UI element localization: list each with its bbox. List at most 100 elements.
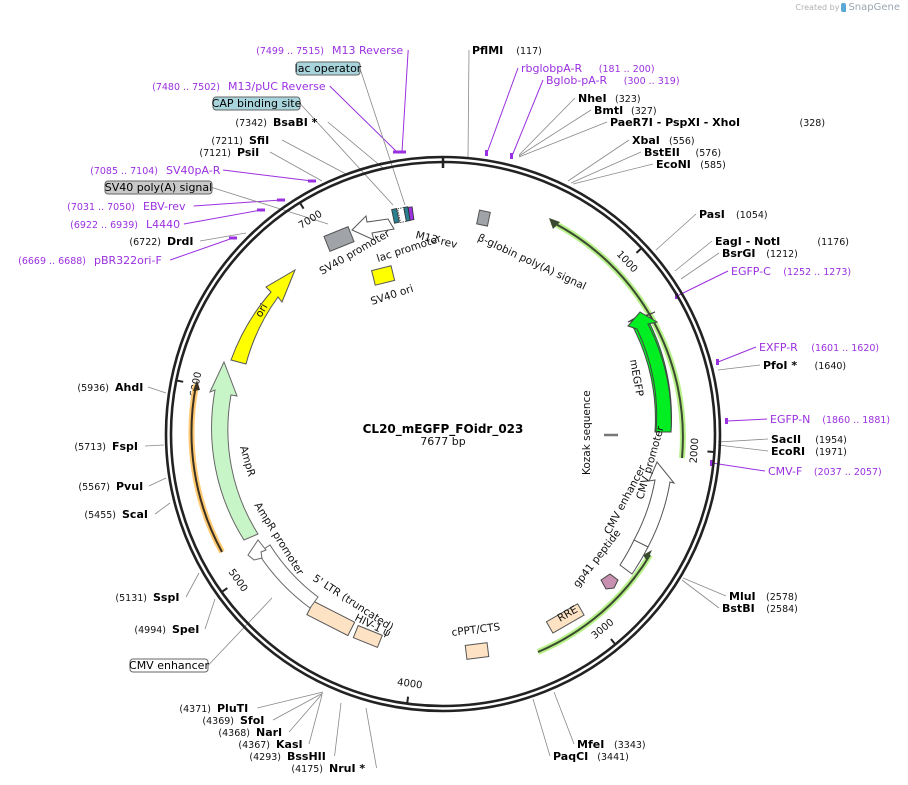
ori-feature[interactable] (230, 268, 297, 365)
enzyme-site-label[interactable]: SacII (771, 433, 801, 446)
primer-label[interactable]: L4440 (146, 218, 180, 231)
enzyme-site-label[interactable]: KasI (276, 738, 303, 751)
primer-label[interactable]: M13 Reverse (332, 44, 403, 57)
primer-label[interactable]: SV40pA-R (166, 164, 221, 177)
enzyme-site-label[interactable]: EcoRI (771, 445, 805, 458)
primer-position: (7499 .. 7515) (256, 46, 324, 57)
feature-label-box[interactable] (129, 658, 209, 673)
primer-binding-mark-icon (485, 150, 488, 156)
enzyme-site-label[interactable]: PluTI (217, 702, 248, 715)
feature-label-box[interactable] (295, 61, 361, 76)
primer-label[interactable]: EGFP-C (731, 265, 771, 278)
primer-label[interactable]: pBR322ori-F (94, 254, 162, 267)
primer-position: (7085 .. 7104) (90, 166, 158, 177)
enzyme-site-label[interactable]: BstBI (722, 602, 755, 615)
enzyme-site-label[interactable]: NheI (578, 92, 607, 105)
tick-mark (610, 638, 617, 646)
primer-binding-mark-icon (277, 198, 285, 202)
primer-binding-mark-icon (308, 179, 316, 183)
enzyme-site-label[interactable]: EagI - NotI (715, 235, 780, 248)
ampr-orf-arrowhead-icon (193, 380, 200, 391)
enzyme-position: (117) (516, 46, 542, 57)
enzyme-position: (1971) (815, 447, 847, 458)
enzyme-site-label[interactable]: BssHII (287, 750, 326, 763)
enzyme-site-label[interactable]: BmtI (594, 104, 623, 117)
enzyme-site-label[interactable]: SpeI (172, 623, 199, 636)
primer-position: (1601 .. 1620) (811, 343, 879, 354)
enzyme-site-label[interactable]: DrdI (167, 235, 194, 248)
enzyme-position: (1640) (815, 361, 847, 372)
enzyme-site-label[interactable]: PvuI (116, 480, 143, 493)
enzyme-site-label[interactable]: FspI (112, 440, 138, 453)
enzyme-site-label[interactable]: EcoNI (656, 158, 691, 171)
primer-binding-mark-icon (710, 460, 713, 466)
enzyme-position: (585) (700, 160, 726, 171)
hiv1-psi-feature[interactable] (352, 624, 383, 649)
sv40-promoter-arrow[interactable] (351, 214, 395, 241)
enzyme-site-label[interactable]: BsaBI * (273, 116, 318, 129)
ampr-feature[interactable] (209, 360, 259, 541)
ampr-promoter-feature[interactable] (247, 539, 267, 561)
enzyme-position: (6722) (129, 237, 161, 248)
primer-position: (6922 .. 6939) (70, 220, 138, 231)
feature-name-label: cPPT/CTS (451, 621, 501, 639)
enzyme-site-label[interactable]: ScaI (122, 508, 148, 521)
cap-binding-site-feature[interactable] (391, 208, 400, 224)
enzyme-site-label[interactable]: SfoI (240, 714, 264, 727)
enzyme-position: (328) (800, 118, 826, 129)
feature-label-box[interactable] (212, 96, 301, 111)
primer-label[interactable]: EBV-rev (143, 200, 186, 213)
primer-label[interactable]: EGFP-N (770, 413, 810, 426)
lenti-orf-line (537, 554, 651, 653)
beta-globin-polya-feature[interactable] (476, 209, 491, 227)
enzyme-position: (5567) (78, 482, 110, 493)
enzyme-position: (1954) (815, 435, 847, 446)
feature-label-box[interactable] (104, 180, 213, 195)
enzyme-site-label[interactable]: SfiI (249, 134, 269, 147)
enzyme-position: (1212) (766, 249, 798, 260)
enzyme-site-label[interactable]: NruI * (329, 762, 365, 775)
enzyme-site-label[interactable]: PaeR7I - PspXI - XhoI (610, 116, 740, 129)
enzyme-position: (323) (615, 94, 641, 105)
feature-label-text: SV40 poly(A) signal (105, 181, 212, 194)
enzyme-site-label[interactable]: PaqCI (553, 750, 588, 763)
enzyme-site-label[interactable]: PfoI * (763, 359, 797, 372)
enzyme-site-label[interactable]: MluI (729, 590, 756, 603)
primer-binding-mark-icon (257, 208, 265, 212)
enzyme-site-label[interactable]: PasI (699, 208, 725, 221)
rre-feature[interactable] (545, 603, 585, 634)
feature-name-label: β-globin poly(A) signal (476, 232, 588, 293)
enzyme-position: (4369) (202, 716, 234, 727)
enzyme-site-label[interactable]: SspI (153, 591, 179, 604)
cppt-cts-feature[interactable] (464, 642, 490, 660)
enzyme-position: (576) (696, 148, 722, 159)
primer-label[interactable]: Bglob-pA-R (546, 74, 608, 87)
primer-label[interactable]: rbglobpA-R (521, 62, 582, 75)
sv40-ori-feature[interactable] (370, 265, 396, 286)
primer-position: (6669 .. 6688) (18, 256, 86, 267)
primer-label[interactable]: EXFP-R (759, 341, 798, 354)
primer-label[interactable]: CMV-F (768, 465, 802, 478)
enzyme-site-label[interactable]: AhdI (115, 381, 143, 394)
enzyme-position: (2578) (766, 592, 798, 603)
m13-rev-feature[interactable] (407, 206, 415, 221)
enzyme-position: (5455) (84, 510, 116, 521)
enzyme-site-label[interactable]: PsiI (237, 146, 259, 159)
tick-label: 7000 (297, 209, 324, 232)
primer-binding-mark-icon (229, 236, 237, 240)
ampr-promoter-region (257, 544, 319, 609)
gp41-peptide-feature[interactable] (600, 573, 619, 590)
enzyme-site-label[interactable]: NarI (256, 726, 282, 739)
cmv-enhancer-feature[interactable] (619, 539, 649, 575)
enzyme-site-label[interactable]: BsrGI (722, 247, 755, 260)
tick-mark (221, 587, 228, 593)
feature-name-label: SV40 ori (369, 283, 415, 308)
sv40-promoter-box[interactable] (323, 226, 355, 252)
enzyme-site-label[interactable]: XbaI (632, 134, 660, 147)
site-labels: PflMI (117) NheI (323)BmtI (327)PaeR7I - Psp… (18, 44, 890, 775)
enzyme-site-label[interactable]: PflMI (472, 44, 503, 57)
primer-label[interactable]: M13/pUC Reverse (228, 80, 326, 93)
enzyme-site-label[interactable]: BstEII (644, 146, 680, 159)
enzyme-site-label[interactable]: MfeI (577, 738, 604, 751)
